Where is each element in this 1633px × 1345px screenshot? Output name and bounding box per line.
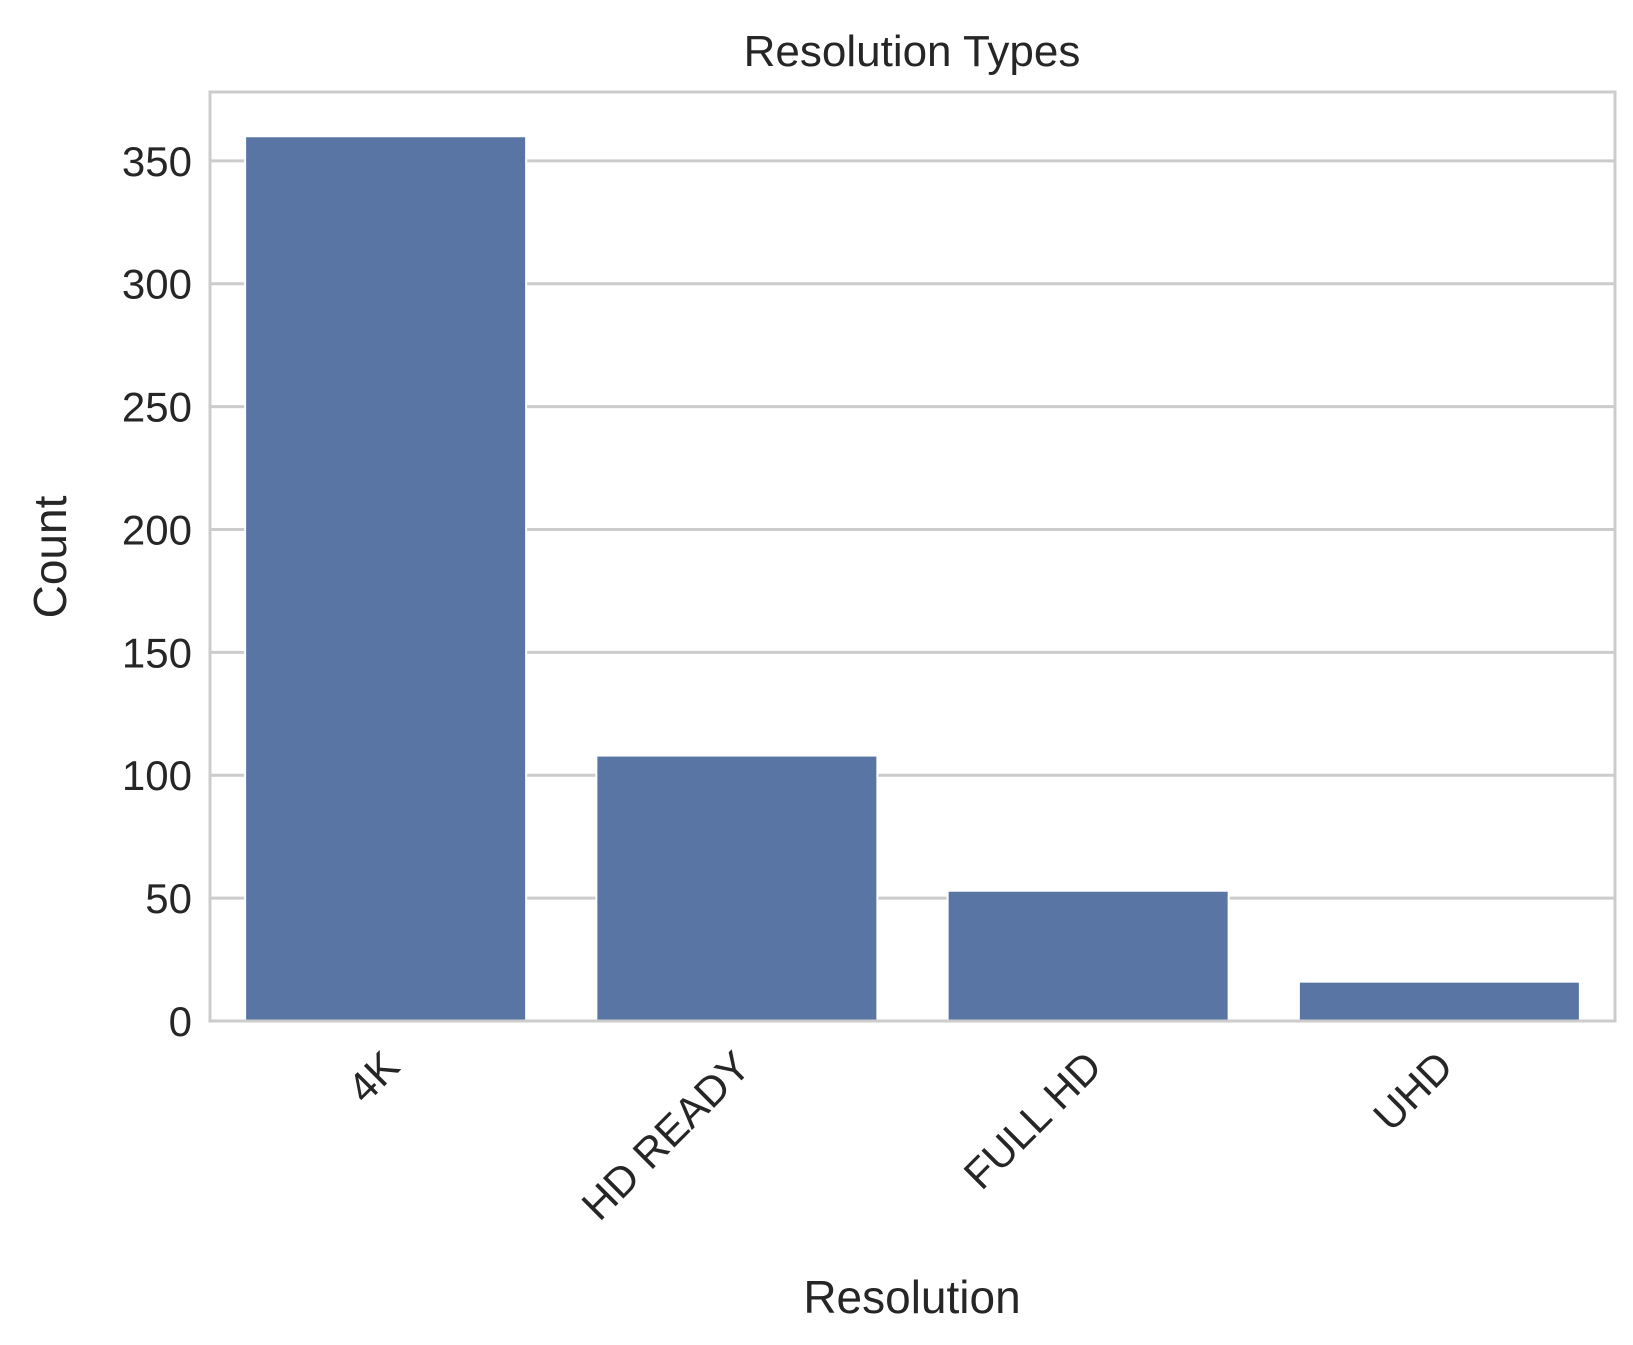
y-tick-label: 300 xyxy=(122,261,192,308)
bar-uhd xyxy=(1297,980,1581,1022)
x-axis-ticks: 4K HD READY FULL HD UHD xyxy=(338,1042,1461,1229)
bar-full-hd xyxy=(946,889,1230,1023)
x-tick-label: HD READY xyxy=(573,1042,760,1229)
y-tick-label: 100 xyxy=(122,752,192,799)
x-tick-label: UHD xyxy=(1364,1042,1462,1140)
y-tick-label: 350 xyxy=(122,138,192,185)
x-tick-label: 4K xyxy=(338,1042,408,1112)
chart-title: Resolution Types xyxy=(744,27,1081,76)
y-tick-label: 50 xyxy=(145,875,192,922)
plot-frame xyxy=(208,90,1617,1023)
y-axis-title: Count xyxy=(24,495,76,618)
y-tick-label: 200 xyxy=(122,506,192,553)
y-tick-label: 250 xyxy=(122,384,192,431)
bars xyxy=(244,135,1581,1023)
y-tick-label: 150 xyxy=(122,629,192,676)
y-tick-label: 0 xyxy=(169,998,192,1045)
x-axis-title: Resolution xyxy=(803,1271,1020,1323)
y-axis-ticks: 0 50 100 150 200 250 300 350 xyxy=(122,138,192,1045)
x-tick-label: FULL HD xyxy=(955,1042,1111,1198)
bar-4k xyxy=(244,135,528,1022)
bar-hd-ready xyxy=(595,754,879,1022)
